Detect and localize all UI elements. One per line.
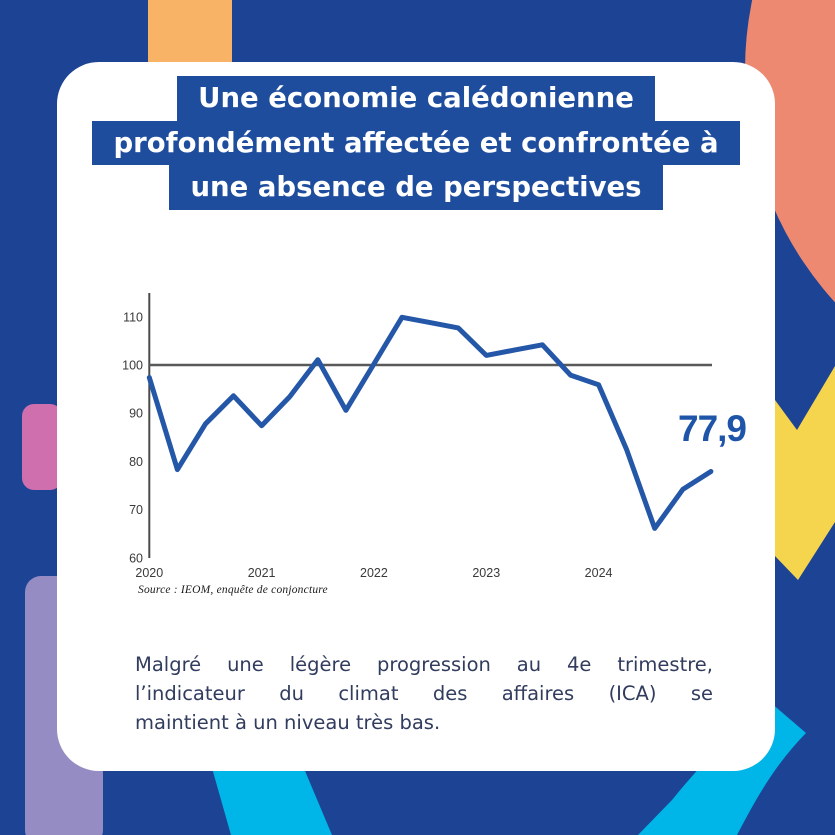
x-tick-label: 2022 — [360, 566, 388, 580]
ica-series-line — [146, 314, 714, 531]
caption-line-2: l’indicateur du climat des affaires (ICA… — [135, 682, 713, 705]
title-block: Une économie calédonienne profondément a… — [57, 76, 775, 210]
pink-square-shape — [22, 404, 62, 490]
x-tick-label: 2024 — [585, 566, 613, 580]
y-tick-label: 80 — [129, 455, 143, 469]
source-note: Source : IEOM, enquête de conjoncture — [138, 584, 328, 596]
coral-circle-shape — [745, 0, 835, 303]
y-tick-label: 60 — [129, 551, 143, 565]
caption: Malgré une légère progression au 4e trim… — [135, 650, 713, 737]
title-line-2: profondément affectée et confrontée à — [92, 120, 740, 165]
y-tick-label: 110 — [123, 310, 143, 324]
y-tick-label: 70 — [129, 503, 143, 517]
y-tick-label: 90 — [129, 407, 143, 421]
y-tick-label: 100 — [122, 359, 143, 373]
x-tick-label: 2023 — [472, 566, 500, 580]
x-tick-label: 2021 — [248, 566, 276, 580]
title-line-3: une absence de perspectives — [169, 165, 663, 210]
yellow-chevron-shape — [775, 366, 835, 580]
caption-line-1: Malgré une légère progression au 4e trim… — [135, 653, 713, 676]
orange-bar-shape — [148, 0, 232, 75]
caption-line-3: maintient à un niveau très bas. — [135, 711, 441, 734]
title-line-1: Une économie calédonienne — [177, 76, 655, 121]
latest-value-label: 77,9 — [678, 408, 747, 449]
x-tick-label: 2020 — [135, 566, 163, 580]
